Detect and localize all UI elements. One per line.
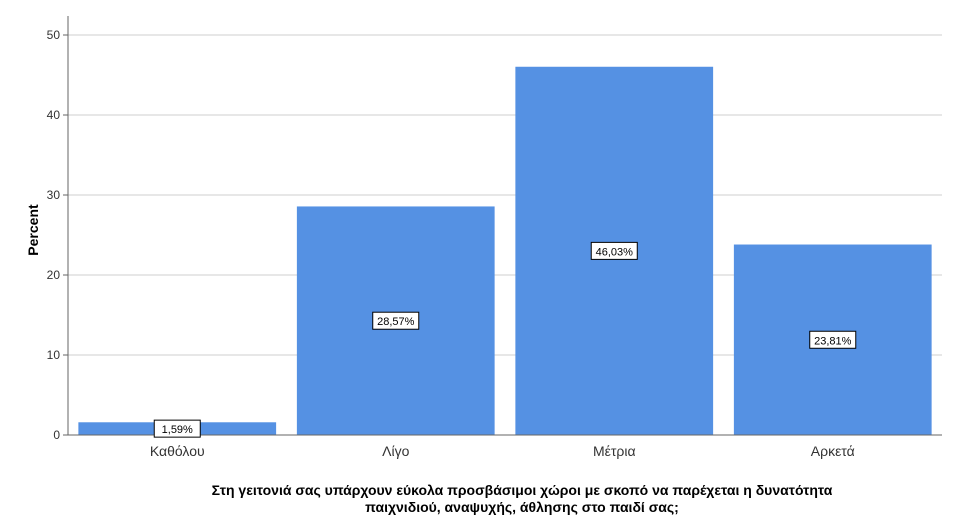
data-label-box <box>590 241 638 260</box>
data-label-box <box>372 311 420 330</box>
x-tick-label: Αρκετά <box>811 443 855 459</box>
y-tick-label: 30 <box>47 188 61 202</box>
y-tick-label: 20 <box>47 268 61 282</box>
labels-layer: 1,59% 28,57% 46,03% 23,81% <box>153 241 857 438</box>
y-tick-label: 40 <box>47 108 61 122</box>
data-label: 23,81% <box>814 335 852 347</box>
x-tick-label: Μέτρια <box>593 443 636 459</box>
y-tick-label: 50 <box>47 28 61 42</box>
x-tick-label: Καθόλου <box>150 443 205 459</box>
data-label: 1,59% <box>162 424 193 436</box>
x-tick-label: Λίγο <box>382 443 409 459</box>
data-label: 28,57% <box>377 316 415 328</box>
data-label-box <box>809 330 857 349</box>
y-tick-label: 0 <box>53 428 60 442</box>
y-axis-title: Percent <box>25 204 41 256</box>
bars-layer <box>78 66 932 435</box>
axis-layer: 0 10 20 30 40 50 Καθόλου Λίγο Μέτρια Αρκετά <box>47 16 942 459</box>
x-axis-title-line-1: Στη γειτονιά σας υπάρχουν εύκολα προσβάσ… <box>212 482 833 498</box>
data-label: 46,03% <box>596 246 634 258</box>
y-tick-label: 10 <box>47 348 61 362</box>
x-axis-title-line-2: παιχνιδιού, αναψυχής, άθλησης στο παιδί … <box>365 499 679 515</box>
data-label-box <box>153 419 201 438</box>
